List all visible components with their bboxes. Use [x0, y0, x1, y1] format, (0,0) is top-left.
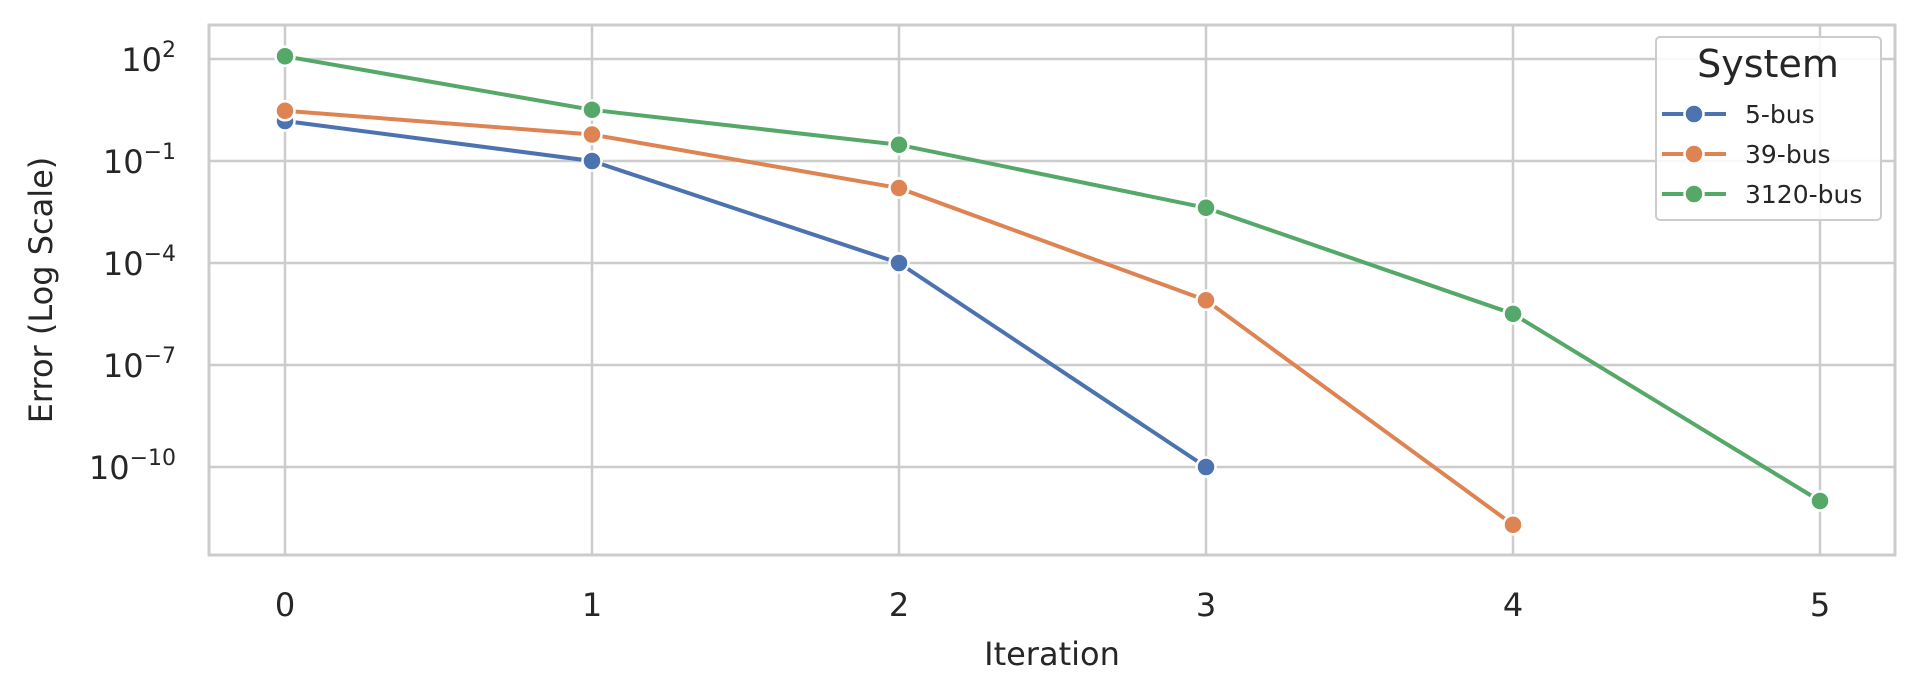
- data-point: [1502, 514, 1524, 536]
- y-tick-exponent: −1: [144, 140, 176, 165]
- y-tick-base: 10: [103, 245, 144, 283]
- y-tick-exponent: −4: [144, 242, 176, 267]
- data-point: [888, 177, 910, 199]
- series-layer: [274, 45, 1831, 536]
- series-39-bus: [274, 100, 1524, 536]
- y-tick-base: 10: [103, 143, 144, 181]
- x-tick-label: 4: [1503, 586, 1523, 624]
- legend-item: 39-bus: [1662, 140, 1831, 169]
- y-tick-exponent: −10: [130, 446, 176, 471]
- data-point: [1502, 303, 1524, 325]
- x-tick-label: 0: [275, 586, 295, 624]
- plot-background: [209, 25, 1895, 555]
- x-tick-label: 3: [1196, 586, 1216, 624]
- legend-label: 39-bus: [1745, 140, 1831, 169]
- data-point: [1195, 289, 1217, 312]
- y-tick-base: 10: [121, 41, 162, 79]
- data-point: [1809, 490, 1831, 512]
- legend-box: [1655, 36, 1882, 221]
- x-tick-label: 1: [582, 586, 602, 624]
- y-tick-exponent: 2: [162, 38, 176, 63]
- legend-marker: [1683, 103, 1705, 125]
- x-tick-label: 5: [1810, 586, 1830, 624]
- data-point: [888, 252, 910, 274]
- data-point: [1195, 456, 1217, 478]
- series-line: [284, 54, 1822, 503]
- legend-label: 3120-bus: [1745, 180, 1862, 209]
- data-point: [888, 134, 910, 156]
- data-point: [274, 100, 296, 122]
- legend-item: 5-bus: [1662, 100, 1815, 129]
- y-tick-label: 102: [121, 38, 176, 79]
- y-axis-label: Error (Log Scale): [22, 157, 60, 424]
- y-tick-exponent: −7: [144, 344, 176, 369]
- x-tick-label: 2: [889, 586, 909, 624]
- legend: System 5-bus 39-bus 3120-bus: [1655, 36, 1882, 221]
- y-tick-label: 10−4: [103, 242, 176, 283]
- series-3120-bus: [274, 45, 1831, 512]
- y-tick-label: 10−10: [89, 446, 176, 487]
- legend-marker: [1683, 143, 1705, 165]
- y-tick-label: 10−7: [103, 344, 176, 385]
- y-tick-label: 10−1: [103, 140, 176, 181]
- legend-label: 5-bus: [1745, 100, 1815, 129]
- data-point: [274, 45, 296, 68]
- legend-title: System: [1697, 42, 1839, 86]
- data-point: [1195, 197, 1217, 219]
- data-point: [581, 123, 603, 146]
- series-line: [284, 119, 1208, 469]
- legend-item: 3120-bus: [1662, 180, 1862, 209]
- legend-marker: [1683, 183, 1705, 205]
- data-point: [581, 150, 603, 172]
- plot-frame: [207, 23, 1897, 557]
- x-axis-label: Iteration: [984, 635, 1120, 673]
- y-tick-base: 10: [89, 449, 130, 487]
- y-tick-base: 10: [103, 347, 144, 385]
- data-point: [581, 99, 603, 121]
